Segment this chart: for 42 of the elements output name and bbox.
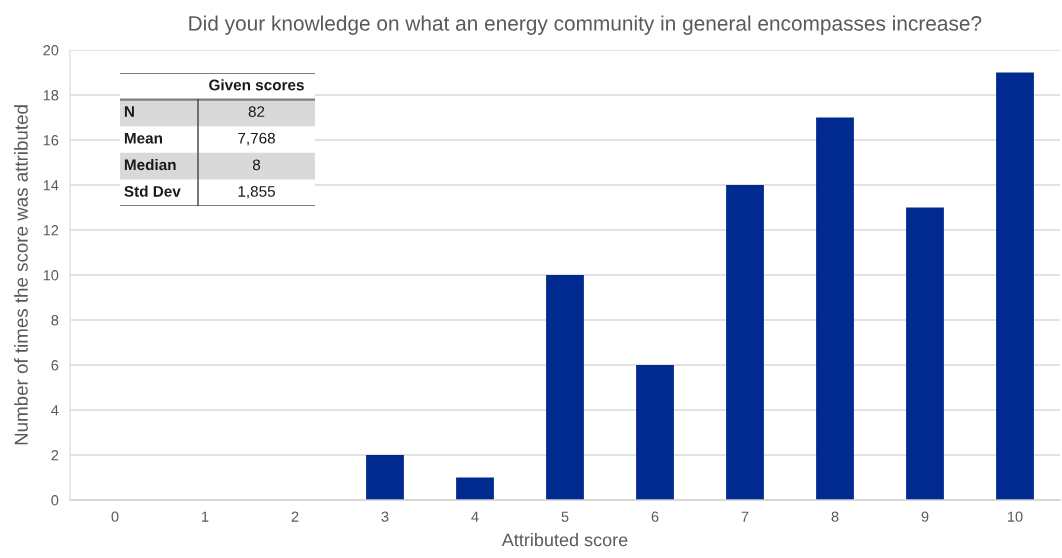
x-tick-label: 0 <box>111 511 119 522</box>
x-tick-label: 4 <box>471 511 479 522</box>
bar <box>636 365 674 500</box>
y-axis-title: Number of times the score was attributed <box>14 105 28 445</box>
x-tick-label: 9 <box>921 511 929 522</box>
annotation: 1,855 <box>238 185 275 199</box>
y-tick-label: 4 <box>51 405 59 416</box>
bar <box>546 275 584 500</box>
bar <box>906 207 944 500</box>
y-tick-label: 18 <box>43 90 59 101</box>
x-tick-label: 3 <box>381 511 389 522</box>
x-tick-label: 1 <box>202 511 209 522</box>
bar <box>816 117 854 500</box>
bar <box>996 72 1034 500</box>
annotation: N <box>124 106 134 117</box>
y-tick-label: 16 <box>43 135 59 146</box>
y-tick-label: 20 <box>43 45 59 56</box>
annotation: 7,768 <box>238 132 275 146</box>
annotation: 8 <box>252 159 261 171</box>
x-tick-label: 10 <box>1008 511 1023 522</box>
annotation: Std Dev <box>124 185 181 197</box>
y-tick-label: 14 <box>43 180 59 191</box>
x-tick-label: 5 <box>561 511 569 522</box>
annotation: Median <box>124 158 176 171</box>
x-axis-title: Attributed score <box>501 533 628 547</box>
y-tick-label: 2 <box>51 450 59 461</box>
y-tick-label: 12 <box>43 225 59 236</box>
annotation: Mean <box>124 132 163 144</box>
y-tick-label: 10 <box>43 270 59 281</box>
x-tick-label: 6 <box>651 511 659 522</box>
bar <box>726 185 764 500</box>
bar <box>456 477 494 500</box>
y-tick-label: 6 <box>51 360 59 371</box>
annotation: 82 <box>248 106 265 117</box>
chart-title: Did your knowledge on what an energy community in general encompasses increase? <box>189 15 982 35</box>
y-tick-label: 0 <box>51 495 59 506</box>
annotation: Given scores <box>209 79 304 91</box>
x-tick-label: 8 <box>831 511 839 522</box>
x-tick-label: 2 <box>291 511 299 522</box>
y-tick-label: 8 <box>51 315 59 326</box>
x-tick-label: 7 <box>741 511 749 522</box>
bar <box>366 455 404 500</box>
